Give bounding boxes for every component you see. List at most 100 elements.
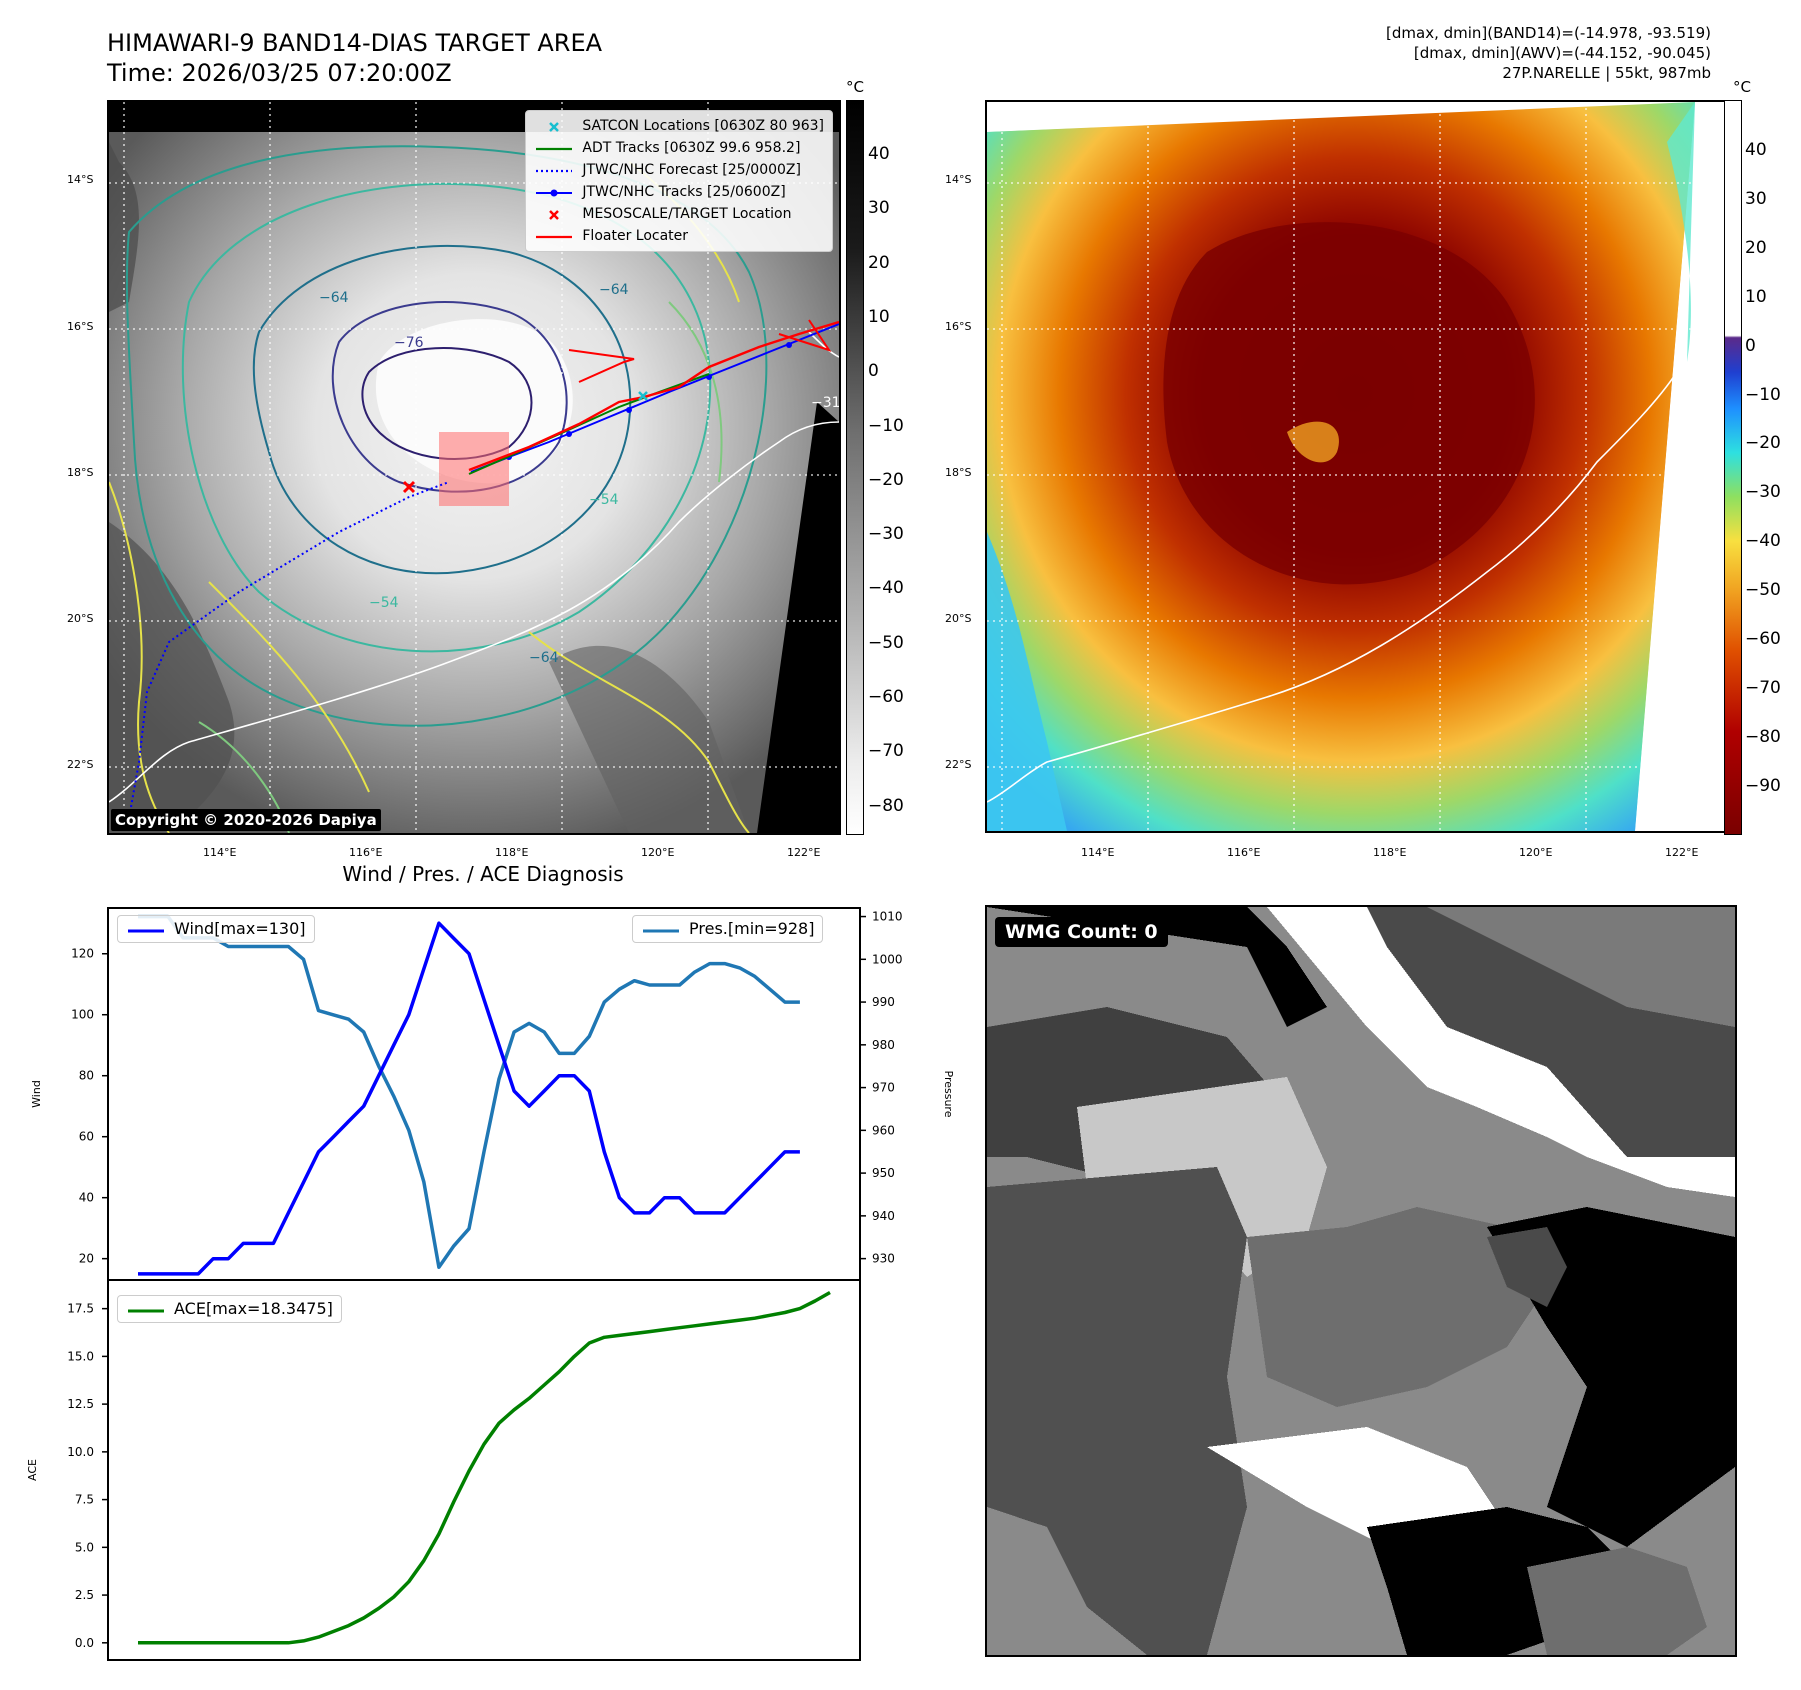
wind-tick-label: 60 <box>79 1130 94 1144</box>
cbar2-tick: −40 <box>1745 531 1781 552</box>
ace-tick-label: 12.5 <box>67 1397 94 1411</box>
line-icon <box>534 229 574 243</box>
ace-series-line <box>138 1290 831 1645</box>
awv-map-image <box>987 102 1735 831</box>
dotted-line-icon <box>534 163 574 177</box>
cbar2-tick: −10 <box>1745 384 1781 405</box>
legend-label: MESOSCALE/TARGET Location <box>582 206 792 222</box>
lat-label: 18°S <box>67 466 94 479</box>
wmg-image <box>987 907 1735 1655</box>
lat-label: 14°S <box>67 173 94 186</box>
cbar1-tick: −30 <box>868 524 904 545</box>
legend-label: JTWC/NHC Forecast [25/0000Z] <box>582 162 801 178</box>
wind-axis-label: Wind <box>30 1080 43 1108</box>
contour-label: −64 <box>599 282 629 298</box>
cbar2-tick: −60 <box>1745 629 1781 649</box>
legend-label: JTWC/NHC Tracks [25/0600Z] <box>582 184 786 200</box>
legend-label: Pres.[min=928] <box>689 919 815 938</box>
cbar2-unit: °C <box>1733 78 1751 96</box>
legend-item: Floater Locater <box>534 225 824 247</box>
diagnosis-chart: 20 40 60 80 100 120 930 940 950 960 970 980 990 1000 1… <box>26 907 955 1661</box>
lat-label: 22°S <box>67 758 94 771</box>
legend-label: Wind[max=130] <box>174 919 306 938</box>
pressure-axis-label: Pressure <box>942 1071 955 1118</box>
cbar2-tick: 40 <box>1745 140 1767 160</box>
wmg-count-label: WMG Count: 0 <box>995 917 1168 947</box>
lon-label: 122°E <box>787 846 821 859</box>
adt-track <box>468 373 710 475</box>
lat-label: 16°S <box>67 320 94 333</box>
lon-label: 116°E <box>1227 846 1261 859</box>
lon-label: 118°E <box>495 846 529 859</box>
line-icon <box>534 141 574 155</box>
pressure-legend: Pres.[min=928] <box>632 915 824 943</box>
band14-map: −76 −64 −64 −54 −64 −54 −31 SATCON Locat… <box>107 100 841 835</box>
wind-tick-label: 100 <box>71 1008 94 1022</box>
pressure-tick-label: 1010 <box>872 910 903 924</box>
cbar1-tick: 30 <box>868 198 890 219</box>
wind-legend: Wind[max=130] <box>117 915 315 943</box>
floater-track <box>468 320 839 472</box>
cbar1-tick: −50 <box>868 632 904 653</box>
diagnosis-title: Wind / Pres. / ACE Diagnosis <box>342 862 624 886</box>
cbar2-tick: 20 <box>1745 237 1767 258</box>
pressure-series-line <box>138 914 800 1269</box>
legend-item: ADT Tracks [0630Z 99.6 958.2] <box>534 137 824 159</box>
lon-label: 120°E <box>641 846 675 859</box>
lat-label: 20°S <box>67 612 94 625</box>
ace-tick-label: 7.5 <box>75 1493 94 1507</box>
lon-label: 114°E <box>1081 846 1115 859</box>
lon-label: 120°E <box>1519 846 1553 859</box>
lon-label: 114°E <box>203 846 237 859</box>
lon-label: 118°E <box>1373 846 1407 859</box>
legend-label: ADT Tracks [0630Z 99.6 958.2] <box>582 140 801 156</box>
map-legend: SATCON Locations [0630Z 80 963] ADT Trac… <box>525 110 833 252</box>
x-marker-icon <box>534 207 574 221</box>
cbar1-tick: −60 <box>868 687 904 707</box>
cbar2-tick: −30 <box>1745 482 1781 503</box>
contour-label: −76 <box>394 335 424 351</box>
lon-label: 116°E <box>349 846 383 859</box>
cbar1-tick: −70 <box>868 741 904 762</box>
copyright-label: Copyright © 2020-2026 Dapiya <box>111 809 381 831</box>
pressure-tick-label: 960 <box>872 1123 895 1137</box>
ace-tick-label: 10.0 <box>67 1445 94 1459</box>
legend-item: Wind[max=130] <box>126 918 306 940</box>
cbar2-tick: −80 <box>1745 726 1781 747</box>
cbar1-tick: 0 <box>868 361 879 382</box>
cbar1-tick: −10 <box>868 415 904 436</box>
cbar2-tick: −50 <box>1745 580 1781 601</box>
legend-label: ACE[max=18.3475] <box>174 1299 333 1318</box>
cbar1-tick: −20 <box>868 469 904 490</box>
legend-item: Pres.[min=928] <box>641 918 814 940</box>
satcon-markers <box>638 391 648 401</box>
figure-title-line1: HIMAWARI-9 BAND14-DIAS TARGET AREA <box>107 29 603 57</box>
ace-axis-label: ACE <box>26 1459 39 1481</box>
band14-map-image: −76 −64 −64 −54 −64 −54 −31 <box>109 102 839 833</box>
cbar1-tick: 10 <box>868 306 890 327</box>
legend-label: SATCON Locations [0630Z 80 963] <box>582 118 824 134</box>
wmg-panel: WMG Count: 0 <box>985 905 1737 1657</box>
ace-tick-label: 5.0 <box>75 1540 94 1554</box>
pressure-tick-label: 940 <box>872 1209 895 1223</box>
lat-label: 16°S <box>945 320 972 333</box>
wind-pressure-axes <box>107 907 861 1281</box>
contour-label: −64 <box>529 650 559 666</box>
ace-tick-label: 0.0 <box>75 1636 94 1650</box>
ace-legend: ACE[max=18.3475] <box>117 1295 342 1323</box>
legend-item: ACE[max=18.3475] <box>126 1298 333 1320</box>
ace-tick-label: 2.5 <box>75 1588 94 1602</box>
legend-label: Floater Locater <box>582 228 689 244</box>
target-marker <box>402 480 416 494</box>
wind-tick-label: 40 <box>79 1191 94 1205</box>
lat-label: 14°S <box>945 173 972 186</box>
lat-label: 20°S <box>945 612 972 625</box>
contour-label: −31 <box>811 395 839 411</box>
pressure-tick-label: 1000 <box>872 952 903 966</box>
pressure-tick-label: 980 <box>872 1038 895 1052</box>
wind-tick-label: 20 <box>79 1252 94 1266</box>
lon-label: 122°E <box>1665 846 1699 859</box>
contour-label: −54 <box>369 595 399 611</box>
awv-map <box>985 100 1737 833</box>
line-dot-icon <box>534 185 574 199</box>
